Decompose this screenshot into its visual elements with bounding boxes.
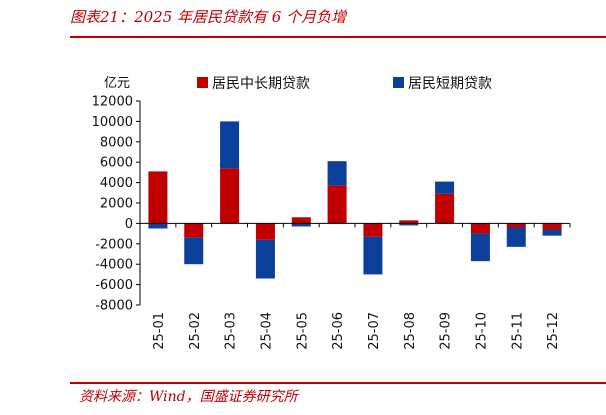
bar-short-term-25-05 (291, 223, 311, 227)
x-tick-label: 25-03 (224, 312, 239, 350)
y-tick-label: 10000 (92, 115, 133, 130)
plot-area: 12000 10000 8000 6000 4000 2000 0 -2000 -4000 -60… (92, 95, 571, 350)
bar-long-term-25-08 (399, 220, 419, 224)
legend-swatch-short-term (393, 77, 404, 88)
x-tick-label: 25-12 (546, 312, 561, 350)
bar-long-term-25-05 (291, 217, 311, 224)
bar-long-term-25-01 (148, 171, 168, 224)
bar-long-term-25-10 (470, 223, 490, 234)
figure-title: 图表21：2025 年居民贷款有 6 个月负增 (70, 8, 347, 26)
bar-short-term-25-07 (363, 236, 383, 275)
y-tick-label: -4000 (95, 258, 133, 273)
y-tick-label: -8000 (95, 299, 133, 314)
x-tick-label: 25-06 (331, 312, 346, 350)
x-tick-label: 25-09 (439, 312, 454, 350)
x-tick-label: 25-11 (510, 312, 525, 350)
y-tick-label: -2000 (95, 237, 133, 252)
bar-long-term-25-04 (255, 223, 275, 240)
bar-long-term-25-07 (363, 223, 383, 237)
bar-long-term-25-09 (435, 193, 455, 224)
y-tick-label: 0 (125, 217, 133, 232)
bar-short-term-25-01 (148, 223, 168, 229)
bar-short-term-25-03 (220, 121, 240, 169)
bar-short-term-25-09 (435, 181, 455, 194)
bar-long-term-25-03 (220, 168, 240, 224)
bar-short-term-25-08 (399, 223, 419, 226)
x-tick-label: 25-05 (295, 312, 310, 350)
legend-label-long-term: 居民中长期贷款 (212, 76, 310, 92)
bar-short-term-25-10 (470, 233, 490, 262)
legend-swatch-long-term (197, 77, 208, 88)
y-tick-label: 4000 (100, 176, 133, 191)
bar-short-term-25-04 (255, 239, 275, 279)
top-divider (70, 36, 606, 38)
bar-short-term-25-02 (184, 237, 204, 265)
y-axis-unit-label: 亿元 (104, 76, 130, 91)
y-tick-label: 2000 (100, 197, 133, 212)
x-tick-label: 25-02 (188, 312, 203, 350)
x-tick-label: 25-07 (367, 312, 382, 350)
bar-long-term-25-02 (184, 223, 204, 238)
x-tick-label: 25-08 (403, 312, 418, 350)
y-tick-label: 12000 (92, 95, 133, 110)
bar-long-term-25-12 (542, 223, 562, 230)
x-tick-label: 25-04 (259, 312, 274, 350)
legend-label-short-term: 居民短期贷款 (408, 76, 492, 92)
bar-long-term-25-11 (506, 223, 526, 228)
bar-long-term-25-06 (327, 185, 347, 224)
source-note: 资料来源：Wind，国盛证券研究所 (79, 389, 298, 405)
bottom-divider (70, 382, 606, 384)
bar-short-term-25-11 (506, 227, 526, 247)
bar-short-term-25-06 (327, 161, 347, 186)
y-tick-label: -6000 (95, 278, 133, 293)
bar-short-term-25-12 (542, 229, 562, 236)
x-tick-label: 25-10 (474, 312, 489, 350)
y-tick-label: 8000 (100, 135, 133, 150)
y-tick-label: 6000 (100, 156, 133, 171)
x-tick-label: 25-01 (152, 312, 167, 350)
